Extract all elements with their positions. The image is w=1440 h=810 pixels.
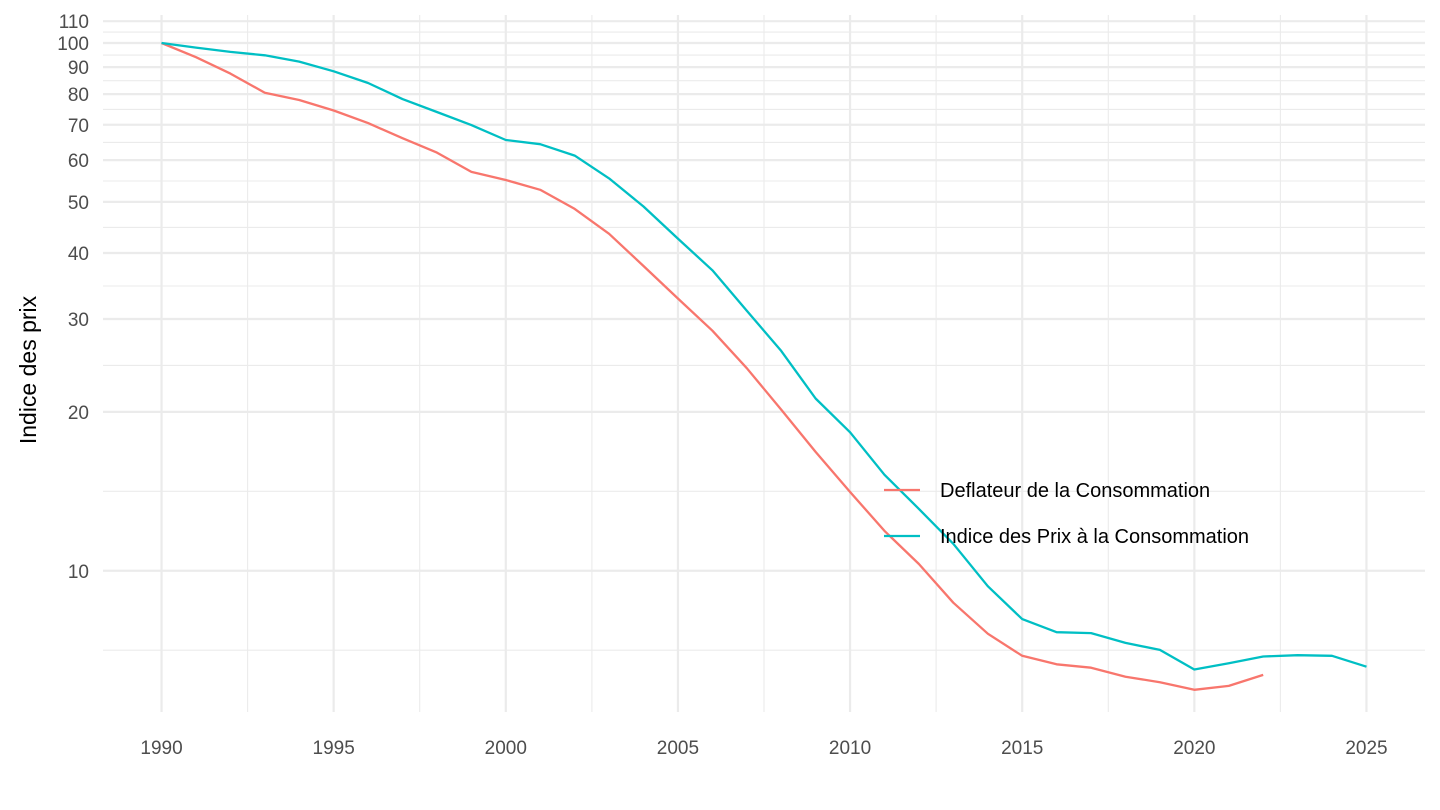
- y-tick-label: 100: [57, 34, 89, 55]
- y-tick-label: 40: [68, 244, 89, 265]
- y-tick-label: 10: [68, 562, 89, 583]
- y-tick-label: 110: [59, 12, 89, 33]
- x-tick-label: 2010: [829, 738, 871, 759]
- x-tick-label: 1990: [140, 738, 182, 759]
- grid: [103, 15, 1425, 712]
- y-tick-label: 80: [68, 85, 89, 106]
- series-lines: [161, 41, 1367, 691]
- series-line-deflateur: [161, 41, 1264, 691]
- x-tick-label: 1995: [313, 738, 355, 759]
- y-tick-label: 60: [68, 151, 89, 172]
- legend-label: Deflateur de la Consommation: [940, 480, 1210, 502]
- x-tick-label: 2000: [485, 738, 527, 759]
- x-tick-label: 2020: [1173, 738, 1215, 759]
- x-axis-tick-labels: 1990 1995 2000 2005 2010 2015 2020 2025: [140, 738, 1387, 759]
- legend: Deflateur de la Consommation Indice des P…: [884, 480, 1249, 548]
- y-tick-label: 50: [68, 193, 89, 214]
- x-tick-label: 2005: [657, 738, 699, 759]
- y-tick-label: 20: [68, 403, 89, 424]
- y-tick-label: 90: [68, 58, 89, 79]
- y-tick-label: 70: [68, 116, 89, 137]
- series-line-ipc: [161, 41, 1367, 671]
- x-tick-label: 2015: [1001, 738, 1043, 759]
- legend-label: Indice des Prix à la Consommation: [940, 526, 1249, 548]
- x-tick-label: 2025: [1345, 738, 1387, 759]
- y-tick-label: 30: [68, 310, 89, 331]
- y-axis-title: Indice des prix: [15, 295, 41, 444]
